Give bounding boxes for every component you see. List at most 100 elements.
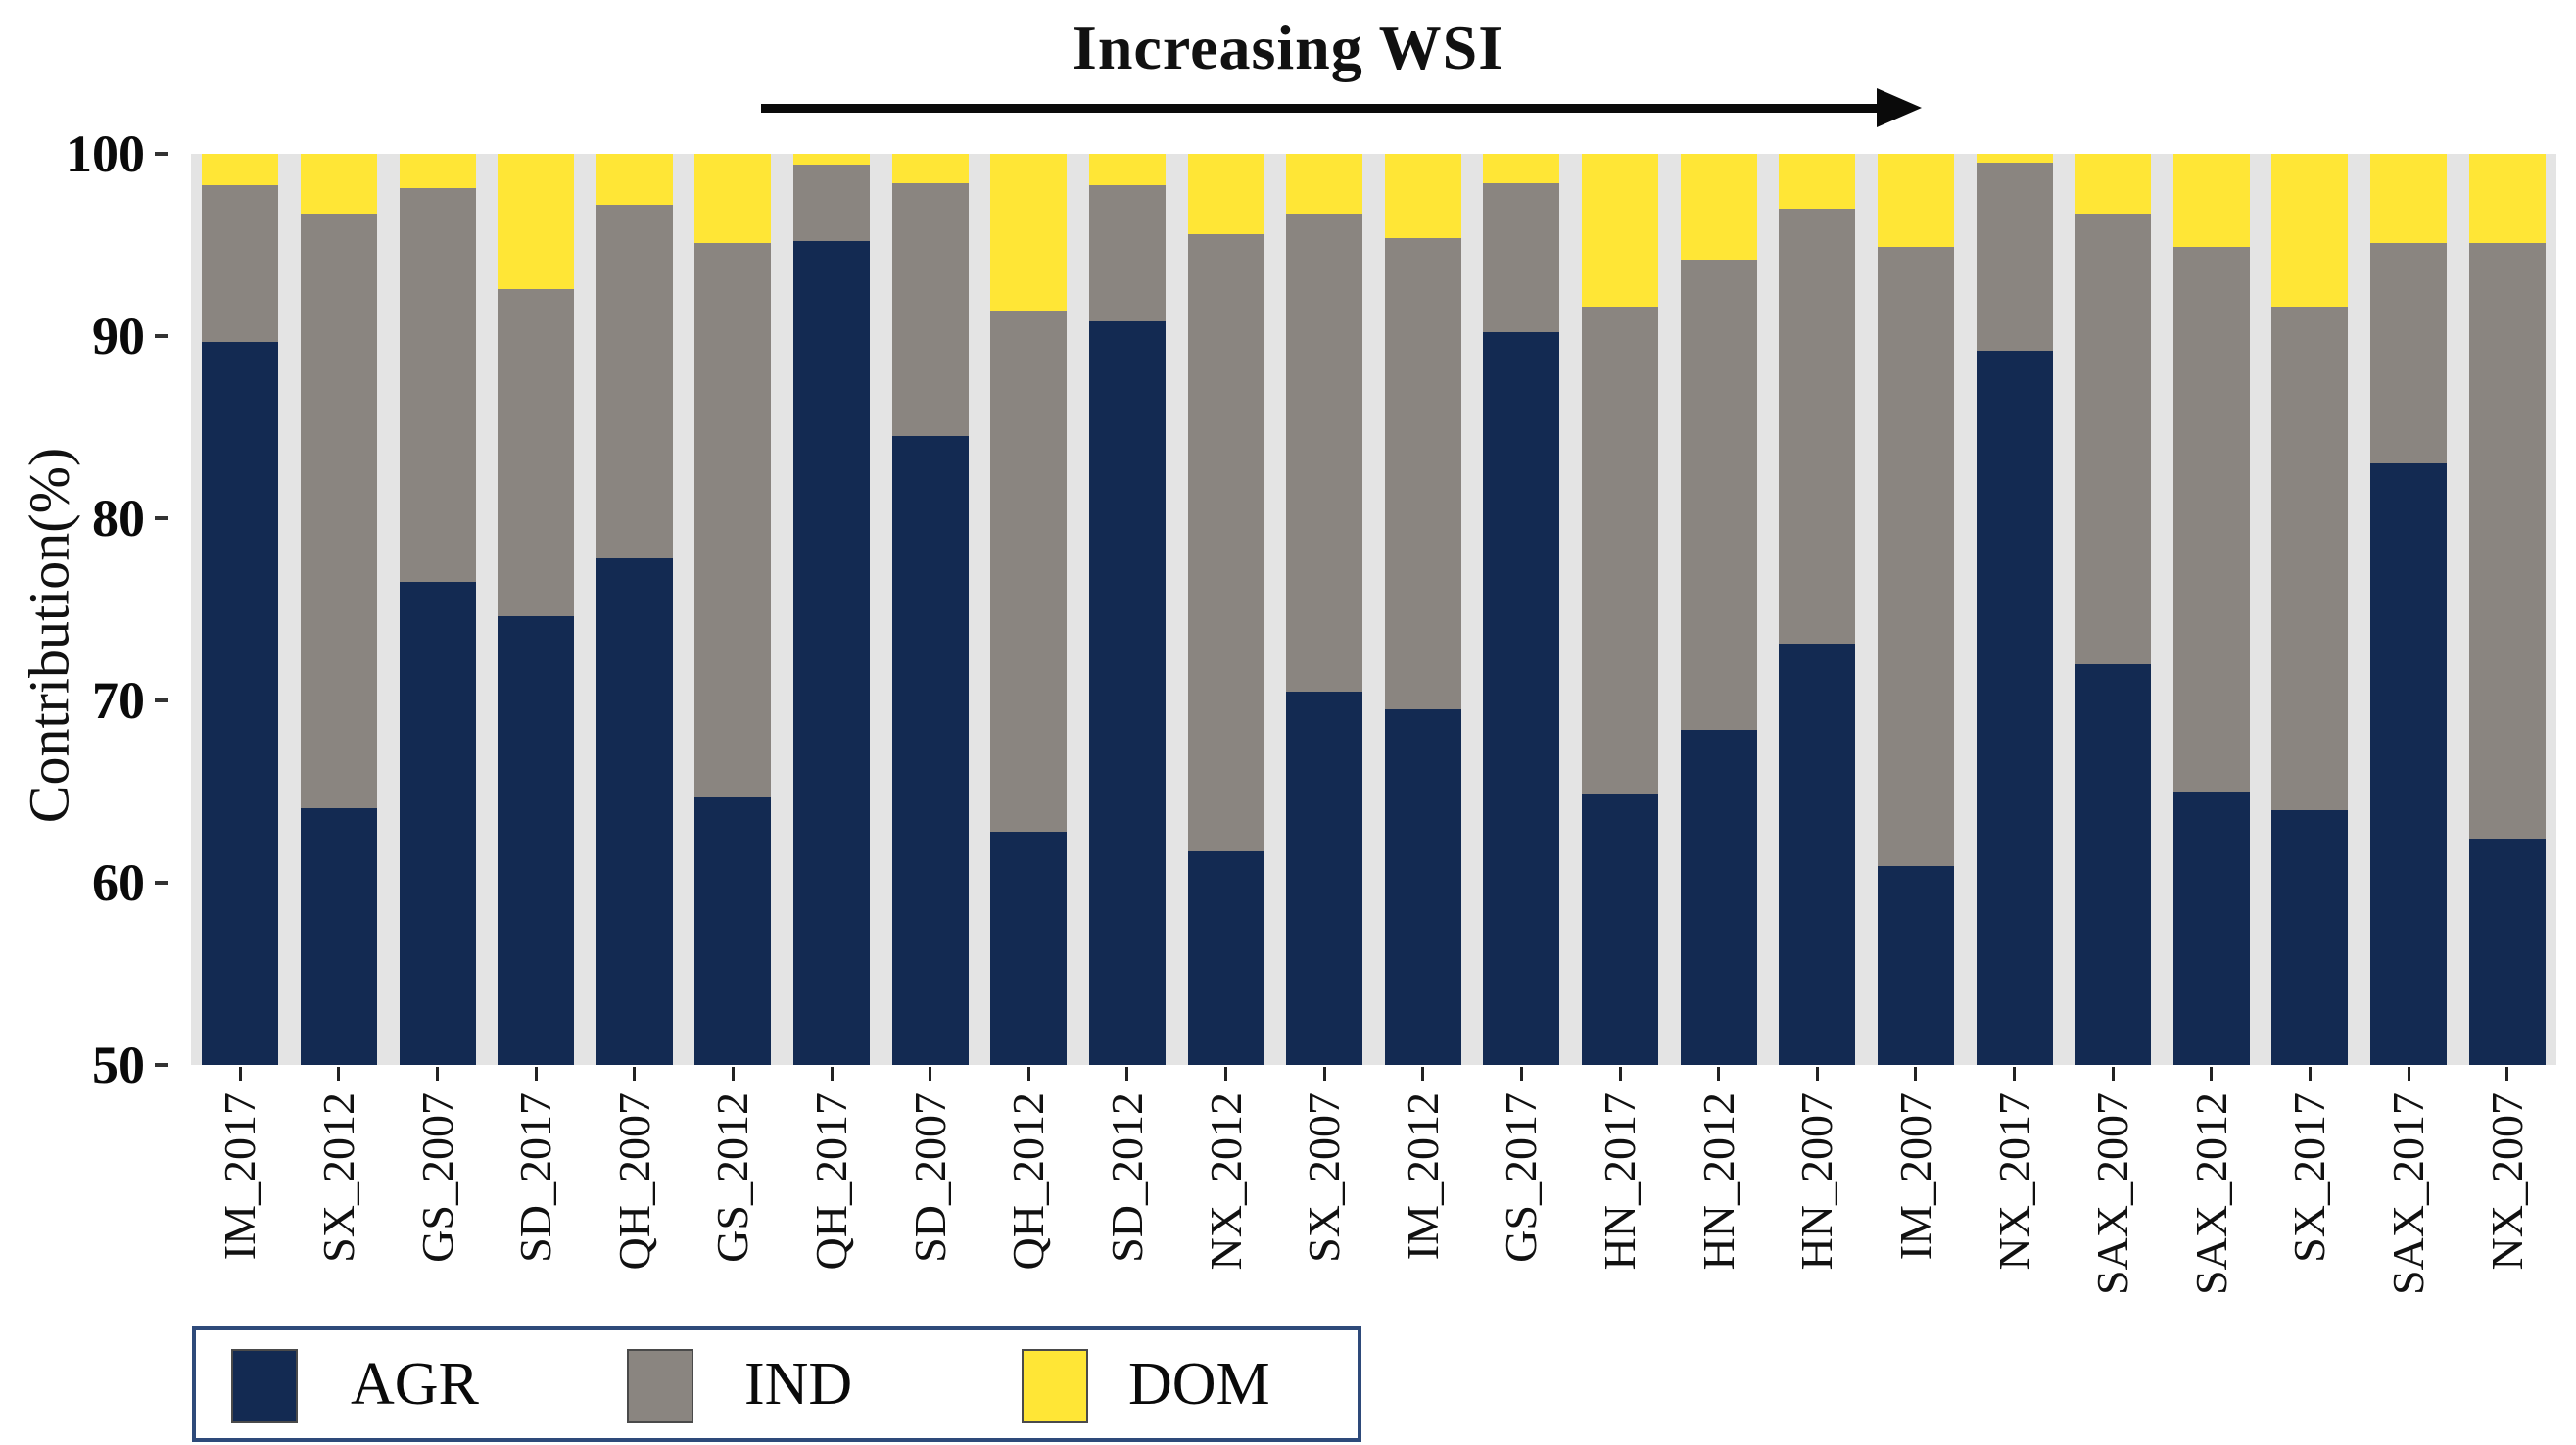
y-tick-label-70: 70 xyxy=(92,671,145,730)
x-tick-GS_2017 xyxy=(1519,1067,1523,1081)
x-tick-GS_2007 xyxy=(436,1067,440,1081)
segment-ind-GS_2012 xyxy=(694,243,772,797)
x-label-NX_2007: NX_2007 xyxy=(2482,1092,2576,1270)
segment-dom-GS_2012 xyxy=(694,154,772,244)
y-tick-label-50: 50 xyxy=(92,1036,145,1094)
bar-QH_2007 xyxy=(596,154,673,1065)
bar-IM_2007 xyxy=(1877,154,1954,1065)
segment-dom-QH_2007 xyxy=(596,154,673,206)
segment-dom-SD_2017 xyxy=(498,154,575,289)
bar-NX_2012 xyxy=(1187,154,1264,1065)
x-label-text-IM_2017: IM_2017 xyxy=(215,1092,265,1261)
segment-ind-SD_2007 xyxy=(891,182,969,437)
x-tick-SD_2017 xyxy=(534,1067,538,1081)
y-tick-label-100: 100 xyxy=(66,124,145,183)
segment-ind-SAX_2017 xyxy=(2370,243,2448,464)
x-label-text-GS_2007: GS_2007 xyxy=(411,1092,462,1263)
bar-SD_2012 xyxy=(1088,154,1166,1065)
segment-agr-SAX_2012 xyxy=(2172,792,2250,1065)
x-label-text-SX_2017: SX_2017 xyxy=(2284,1092,2335,1263)
x-tick-SX_2007 xyxy=(1322,1067,1326,1081)
x-label-text-IM_2012: IM_2012 xyxy=(1397,1092,1448,1261)
segment-agr-SX_2017 xyxy=(2271,809,2349,1065)
bar-SD_2007 xyxy=(891,154,969,1065)
segment-dom-NX_2007 xyxy=(2468,154,2546,244)
segment-dom-IM_2017 xyxy=(202,154,279,185)
bar-IM_2012 xyxy=(1384,154,1461,1065)
chart-title: Increasing WSI xyxy=(1072,13,1504,82)
segment-ind-SAX_2012 xyxy=(2172,246,2250,792)
x-tick-NX_2007 xyxy=(2505,1067,2509,1081)
y-tick-label-90: 90 xyxy=(92,307,145,365)
bar-GS_2007 xyxy=(399,154,476,1065)
x-tick-IM_2012 xyxy=(1421,1067,1425,1081)
y-tick-mark-80 xyxy=(155,516,168,520)
segment-dom-SD_2012 xyxy=(1088,154,1166,185)
segment-dom-GS_2017 xyxy=(1483,154,1560,183)
x-label-text-SD_2017: SD_2017 xyxy=(510,1092,561,1263)
segment-dom-NX_2012 xyxy=(1187,154,1264,234)
y-tick-mark-50 xyxy=(155,1063,168,1067)
segment-ind-NX_2012 xyxy=(1187,233,1264,852)
segment-dom-QH_2017 xyxy=(793,154,871,166)
y-tick-mark-60 xyxy=(155,881,168,885)
segment-agr-SAX_2007 xyxy=(2075,663,2152,1065)
y-tick-label-60: 60 xyxy=(92,853,145,912)
x-label-text-QH_2012: QH_2012 xyxy=(1003,1092,1054,1271)
x-label-text-NX_2007: NX_2007 xyxy=(2481,1092,2532,1271)
arrow-shaft xyxy=(761,104,1878,113)
x-label-text-SD_2012: SD_2012 xyxy=(1101,1092,1152,1263)
segment-agr-SX_2007 xyxy=(1286,691,1363,1065)
x-tick-SAX_2007 xyxy=(2111,1067,2115,1081)
segment-ind-IM_2017 xyxy=(202,184,279,342)
x-tick-NX_2012 xyxy=(1224,1067,1228,1081)
bar-SX_2017 xyxy=(2271,154,2349,1065)
segment-ind-IM_2012 xyxy=(1384,237,1461,710)
x-label-text-SAX_2017: SAX_2017 xyxy=(2383,1092,2434,1296)
segment-dom-HN_2017 xyxy=(1582,154,1659,308)
x-label-text-HN_2017: HN_2017 xyxy=(1595,1092,1646,1271)
segment-dom-SX_2017 xyxy=(2271,154,2349,308)
segment-ind-GS_2007 xyxy=(399,188,476,583)
segment-ind-SX_2007 xyxy=(1286,214,1363,692)
bar-SX_2007 xyxy=(1286,154,1363,1065)
x-tick-SAX_2012 xyxy=(2210,1067,2214,1081)
segment-dom-HN_2007 xyxy=(1779,154,1856,209)
segment-dom-SX_2007 xyxy=(1286,154,1363,215)
x-label-text-NX_2017: NX_2017 xyxy=(1988,1092,2039,1271)
segment-agr-QH_2012 xyxy=(990,831,1068,1065)
segment-dom-IM_2007 xyxy=(1877,154,1954,247)
y-tick-mark-70 xyxy=(155,698,168,702)
arrow-head-icon xyxy=(1877,88,1922,127)
x-label-text-GS_2017: GS_2017 xyxy=(1496,1092,1547,1263)
segment-agr-SAX_2017 xyxy=(2370,463,2448,1065)
segment-agr-NX_2007 xyxy=(2468,839,2546,1065)
x-label-text-QH_2017: QH_2017 xyxy=(806,1092,857,1271)
segment-agr-IM_2017 xyxy=(202,341,279,1065)
x-tick-HN_2017 xyxy=(1618,1067,1622,1081)
bar-HN_2007 xyxy=(1779,154,1856,1065)
segment-dom-SAX_2017 xyxy=(2370,154,2448,244)
x-tick-SD_2007 xyxy=(929,1067,932,1081)
segment-agr-NX_2017 xyxy=(1976,350,2053,1065)
segment-ind-SD_2012 xyxy=(1088,184,1166,322)
legend-swatch-agr xyxy=(231,1349,298,1423)
x-tick-IM_2007 xyxy=(1914,1067,1918,1081)
increasing-wsi-arrow xyxy=(761,88,1922,127)
segment-ind-QH_2007 xyxy=(596,205,673,558)
y-tick-mark-100 xyxy=(155,152,168,156)
x-tick-GS_2012 xyxy=(731,1067,735,1081)
bar-SAX_2007 xyxy=(2075,154,2152,1065)
legend-box: AGR IND DOM xyxy=(192,1326,1361,1442)
x-tick-SX_2017 xyxy=(2308,1067,2312,1081)
segment-agr-GS_2012 xyxy=(694,796,772,1065)
segment-dom-IM_2012 xyxy=(1384,154,1461,238)
x-tick-QH_2012 xyxy=(1026,1067,1030,1081)
segment-dom-SX_2012 xyxy=(300,154,377,215)
x-label-text-QH_2007: QH_2007 xyxy=(608,1092,659,1271)
bar-HN_2017 xyxy=(1582,154,1659,1065)
segment-ind-HN_2007 xyxy=(1779,208,1856,645)
x-tick-SAX_2017 xyxy=(2407,1067,2410,1081)
bar-SAX_2012 xyxy=(2172,154,2250,1065)
